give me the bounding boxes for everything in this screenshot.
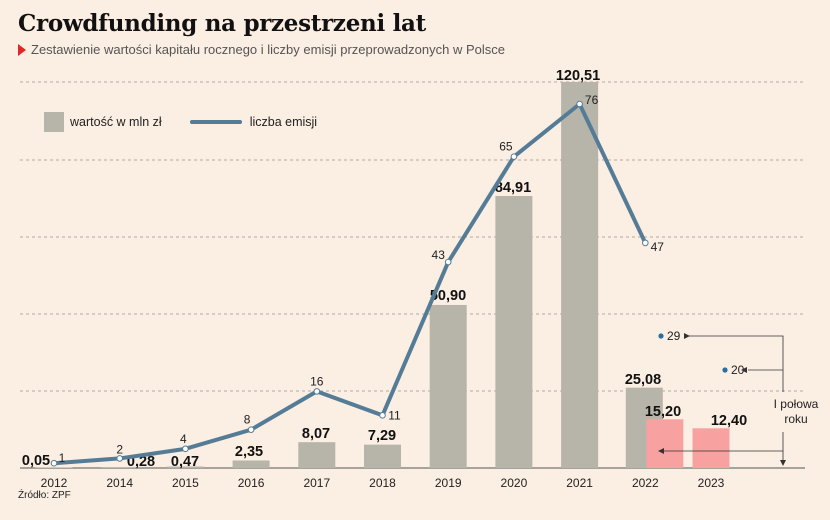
bar-value-label: 8,07 <box>302 426 330 442</box>
annotation-connector <box>685 335 784 392</box>
x-tick-label: 2022 <box>632 476 659 490</box>
line-value-label: 16 <box>310 374 324 388</box>
bar <box>101 467 139 468</box>
bar <box>561 82 599 468</box>
line-point <box>247 426 255 433</box>
subtitle-text: Zestawienie wartości kapitału rocznego i… <box>31 42 505 57</box>
line-series <box>52 102 648 466</box>
bar <box>495 196 533 468</box>
x-tick-label: 2023 <box>698 476 725 490</box>
legend-bar-label: wartość w mln zł <box>70 115 162 129</box>
x-tick-label: 2021 <box>566 476 593 490</box>
half-year-point <box>658 333 664 339</box>
bar-half-year <box>646 419 684 468</box>
bar-half-value-label: 15,20 <box>645 404 681 420</box>
legend-bar-swatch <box>44 112 64 132</box>
bar <box>166 466 204 468</box>
line-value-label: 2 <box>116 442 123 456</box>
line-value-label: 43 <box>432 248 446 262</box>
half-year-point-label: 29 <box>667 329 681 343</box>
red-triangle-icon <box>18 43 26 56</box>
chart-title: Crowdfunding na przestrzeni lat <box>18 10 426 37</box>
x-tick-label: 2016 <box>238 476 265 490</box>
bar-value-label: 0,05 <box>22 453 50 469</box>
line-value-label: 47 <box>651 240 665 254</box>
line-value-label: 1 <box>59 451 66 465</box>
x-tick-label: 2020 <box>501 476 528 490</box>
arrow-head-icon <box>658 448 664 454</box>
line-value-label: 4 <box>180 432 187 446</box>
line-value-label: 65 <box>499 140 513 154</box>
line-point <box>576 100 583 108</box>
bar-half-year <box>692 428 730 468</box>
bar-value-label: 7,29 <box>368 428 396 444</box>
bar-half-value-label: 12,40 <box>711 413 747 429</box>
arrow-head-icon <box>780 460 786 466</box>
arrow-head-icon <box>741 367 747 373</box>
bar <box>298 442 336 468</box>
bar <box>429 304 467 468</box>
x-tick-label: 2014 <box>106 476 133 490</box>
legend-line-label: liczba emisji <box>249 115 318 129</box>
line-point <box>313 388 321 395</box>
line-point <box>379 412 386 419</box>
x-tick-label: 2017 <box>303 476 330 490</box>
line-value-label: 8 <box>244 413 251 427</box>
line-value-label: 11 <box>388 408 401 422</box>
bar-value-label: 25,08 <box>625 372 661 388</box>
bar-value-label: 50,90 <box>430 288 466 304</box>
half-year-point-label: 20 <box>731 363 745 377</box>
bar-value-label: 120,51 <box>556 68 600 84</box>
annotation-label: I połowa roku <box>774 397 819 426</box>
half-year-point <box>722 367 728 373</box>
bar-value-label: 84,91 <box>495 180 531 196</box>
bar <box>232 460 270 468</box>
line-point <box>182 445 189 453</box>
x-tick-label: 2018 <box>369 476 396 490</box>
line-point <box>444 258 452 266</box>
line-point <box>642 239 649 247</box>
bar <box>35 467 73 468</box>
x-tick-label: 2015 <box>172 476 199 490</box>
line-point <box>510 153 518 160</box>
chart-subtitle: Zestawienie wartości kapitału rocznego i… <box>18 42 505 57</box>
line-point <box>50 459 58 467</box>
bar-value-label: 0,47 <box>171 454 199 470</box>
source-note: Źródło: ZPF <box>18 490 71 501</box>
bar-value-label: 2,35 <box>235 444 263 460</box>
legend: wartość w mln zł liczba emisji <box>44 112 317 132</box>
bar <box>364 444 401 468</box>
x-tick-label: 2012 <box>41 476 68 490</box>
line-value-label: 76 <box>585 93 599 107</box>
legend-line-swatch <box>189 120 242 124</box>
line-point <box>116 455 123 462</box>
arrow-head-icon <box>684 333 690 339</box>
x-tick-label: 2019 <box>435 476 462 490</box>
